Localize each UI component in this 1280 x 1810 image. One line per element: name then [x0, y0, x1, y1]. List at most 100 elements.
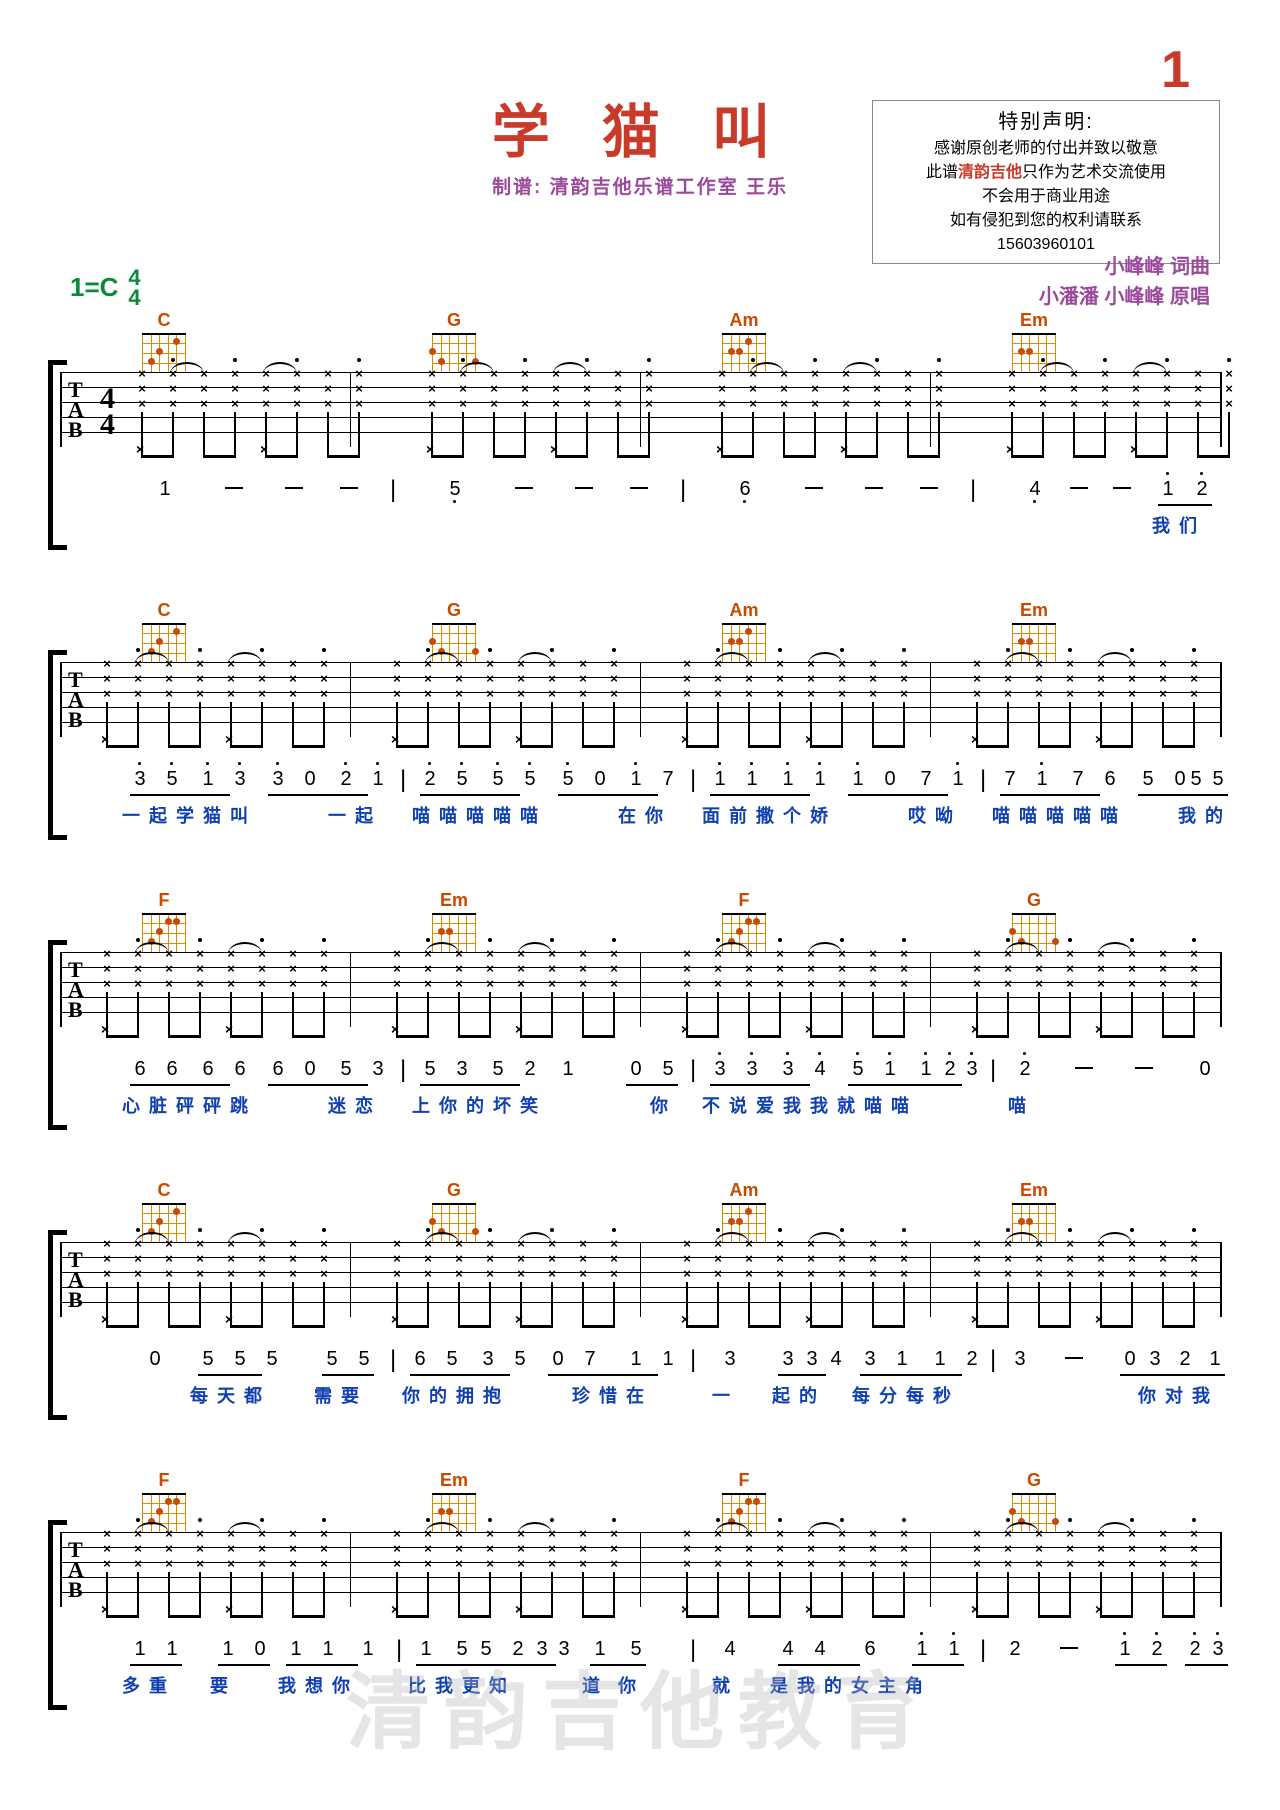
jianpu-note: 3 [778, 1348, 798, 1371]
page: 1 学 猫 叫 制谱: 清韵吉他乐谱工作室 王乐 特别声明: 感谢原创老师的付出… [0, 0, 1280, 1810]
numbered-staff: 66666053|5352105|333451123|20心 脏 砰 砰 跳迷 … [60, 1058, 1220, 1108]
jianpu-note: 2 [1005, 1638, 1025, 1661]
jianpu-note: 5 [558, 768, 578, 791]
jianpu-note: 2 [420, 768, 440, 791]
numbered-staff: 055555|65350711|33343112|30321每 天 都需 要你 … [60, 1348, 1220, 1398]
jianpu-note: 1 [1158, 478, 1178, 501]
jianpu-note: 1 [1205, 1348, 1225, 1371]
jianpu-note: 5 [510, 1348, 530, 1371]
chord-row: FEmFG [60, 890, 1220, 946]
jianpu-note: 0 [145, 1348, 165, 1371]
jianpu-note: 2 [520, 1058, 540, 1081]
jianpu-note: 5 [322, 1348, 342, 1371]
jianpu-note: 5 [1186, 768, 1206, 791]
jianpu-note: 3 [478, 1348, 498, 1371]
jianpu-note: 7 [1000, 768, 1020, 791]
chord-name: Em [1010, 310, 1058, 331]
jianpu-note: 3 [1010, 1348, 1030, 1371]
jianpu-note: 3 [130, 768, 150, 791]
jianpu-note: 5 [658, 1058, 678, 1081]
lyric: 迷 恋 [328, 1092, 375, 1118]
jianpu-note: 1 [778, 768, 798, 791]
tab-clef: TAB [68, 670, 84, 730]
music-system: FEmFGTAB××××××××××××××××××××××××××××××××… [60, 890, 1220, 1108]
jianpu-note: 5 [354, 1348, 374, 1371]
jianpu-note: 1 [944, 1638, 964, 1661]
jianpu-note: 2 [1192, 478, 1212, 501]
time-signature: 4 4 [128, 268, 140, 308]
jianpu-note: 0 [880, 768, 900, 791]
jianpu-note: 3 [230, 768, 250, 791]
numbered-staff: 35133021|25555017|11111071|71765055一 起 学… [60, 768, 1220, 818]
key-signature: 1=C 4 4 [70, 268, 141, 308]
jianpu-note: 6 [162, 1058, 182, 1081]
tab-clef: TAB [68, 380, 84, 440]
page-number: 1 [1161, 40, 1190, 100]
lyric: 你 [650, 1092, 670, 1118]
jianpu-note: 4 [1025, 478, 1045, 501]
jianpu-note: 0 [300, 1058, 320, 1081]
jianpu-note: 1 [626, 1348, 646, 1371]
jianpu-note: 5 [488, 1058, 508, 1081]
chord-name: G [430, 310, 478, 331]
jianpu-note: 7 [916, 768, 936, 791]
jianpu-note: 2 [336, 768, 356, 791]
jianpu-note: 1 [286, 1638, 306, 1661]
jianpu-note: 0 [1120, 1348, 1140, 1371]
jianpu-note: 2 [1185, 1638, 1205, 1661]
jianpu-note: 3 [962, 1058, 982, 1081]
chord-name: C [140, 600, 188, 621]
lyric: 要 [210, 1672, 230, 1698]
jianpu-note: 5 [336, 1058, 356, 1081]
jianpu-note: 1 [558, 1058, 578, 1081]
jianpu-note: 5 [262, 1348, 282, 1371]
chord-name: Em [1010, 600, 1058, 621]
jianpu-note: 5 [442, 1348, 462, 1371]
tab-staff: TAB44×××××××××××××××××××××××××××××××××××… [60, 372, 1220, 454]
music-system: CGAmEmTAB×××××××××××××××××××××××××××××××… [60, 1180, 1220, 1398]
jianpu-note: 1 [130, 1638, 150, 1661]
jianpu-note: 2 [1175, 1348, 1195, 1371]
jianpu-note: 1 [848, 768, 868, 791]
jianpu-note: 7 [580, 1348, 600, 1371]
tab-clef: TAB [68, 1540, 84, 1600]
jianpu-note: 4 [810, 1058, 830, 1081]
lyric: 心 脏 砰 砰 跳 [122, 1092, 250, 1118]
jianpu-note: 0 [300, 768, 320, 791]
chord-name: F [140, 890, 188, 911]
lyric: 我 们 [1152, 512, 1199, 538]
jianpu-note: 2 [1015, 1058, 1035, 1081]
tab-staff: TAB×××××××××××××××××××××××××××××××××××××… [60, 1242, 1220, 1324]
tab-staff: TAB×××××××××××××××××××××××××××××××××××××… [60, 662, 1220, 744]
jianpu-note: 3 [1208, 1638, 1228, 1661]
chord-name: F [140, 1470, 188, 1491]
chord-name: Am [720, 310, 768, 331]
jianpu-note: 6 [198, 1058, 218, 1081]
chord-name: G [1010, 1470, 1058, 1491]
jianpu-note: 3 [802, 1348, 822, 1371]
jianpu-note: 1 [880, 1058, 900, 1081]
lyric: 上 你 的 坏 笑 [412, 1092, 540, 1118]
jianpu-note: 6 [735, 478, 755, 501]
lyric: 起 的 [772, 1382, 819, 1408]
jianpu-note: 4 [826, 1348, 846, 1371]
jianpu-note: 5 [452, 768, 472, 791]
lyric: 一 [712, 1382, 732, 1408]
lyric: 一 起 [328, 802, 375, 828]
chord-name: F [720, 1470, 768, 1491]
chord-name: Em [430, 1470, 478, 1491]
lyric: 面 前 撒 个 娇 [702, 802, 830, 828]
jianpu-note: 0 [548, 1348, 568, 1371]
jianpu-note: 3 [452, 1058, 472, 1081]
jianpu-note: 1 [155, 478, 175, 501]
chord-row: F Em F G [60, 1470, 1220, 1526]
watermark: 清韵吉他教育 [346, 1645, 934, 1766]
chord-row: CGAmEm [60, 600, 1220, 656]
chord-name: C [140, 310, 188, 331]
jianpu-note: 0 [1195, 1058, 1215, 1081]
jianpu-note: 3 [268, 768, 288, 791]
jianpu-note: 1 [892, 1348, 912, 1371]
jianpu-note: 5 [162, 768, 182, 791]
chord-name: G [1010, 890, 1058, 911]
tab-staff: TAB×××××××××××××××××××××××××××××××××××××… [60, 952, 1220, 1034]
